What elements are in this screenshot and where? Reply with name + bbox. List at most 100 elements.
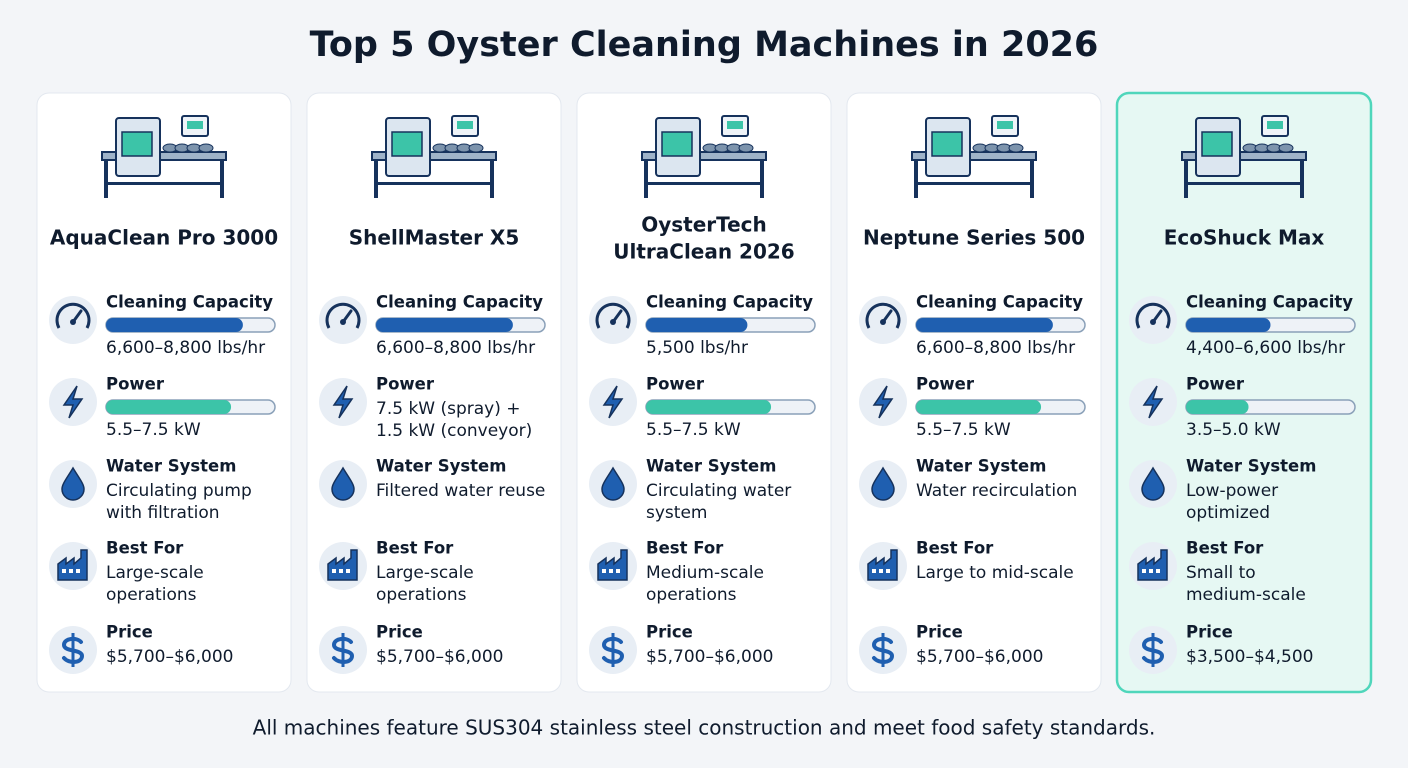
machine-part [1201, 131, 1233, 157]
machine-part [760, 160, 764, 198]
machine-part [1267, 121, 1283, 129]
spec-icon [331, 633, 355, 667]
card [1115, 91, 1373, 694]
meter-fill [106, 400, 232, 414]
spec-value: 5.5–7.5 kW [106, 420, 201, 440]
spec-label: Best For [646, 539, 724, 558]
spec-label: Water System [106, 457, 236, 476]
machine-part [101, 151, 227, 161]
spec-label: Price [1186, 623, 1233, 642]
machine-part [121, 131, 153, 157]
machine-name: AquaClean Pro 3000 [50, 226, 278, 250]
machine-part [374, 160, 378, 198]
machine-part [1181, 151, 1307, 161]
machine-part [997, 121, 1013, 129]
spec-value: $5,700–$6,000 [916, 647, 1043, 667]
icon-shape [69, 569, 73, 573]
meter-fill [376, 318, 513, 332]
meter-fill [646, 318, 748, 332]
spec-label: Price [376, 623, 423, 642]
icon-shape [62, 569, 66, 573]
spec-label: Water System [376, 457, 506, 476]
footer: All machines feature SUS304 stainless st… [253, 716, 1156, 740]
spec-icon [595, 302, 631, 329]
icon-shape [872, 385, 894, 419]
spec-icon [867, 549, 898, 581]
spec-label: Power [1186, 375, 1245, 394]
meter-fill [916, 400, 1042, 414]
machine-part [727, 121, 743, 129]
spec-value: $5,700–$6,000 [106, 647, 233, 667]
spec-value: 1.5 kW (conveyor) [376, 421, 532, 441]
meter-fill [1186, 318, 1271, 332]
spec-value: 5.5–7.5 kW [646, 420, 741, 440]
icon-shape [346, 569, 350, 573]
spec-label: Cleaning Capacity [646, 293, 813, 312]
spec-value: Low-power [1186, 481, 1278, 501]
machine-part [457, 121, 473, 129]
spec-icon [865, 302, 901, 329]
machine-part [220, 160, 224, 198]
meter-fill [646, 400, 772, 414]
spec-value: Medium-scale [646, 563, 764, 583]
icon-shape [602, 569, 606, 573]
machine-illustration [101, 115, 227, 198]
spec-value: system [646, 503, 707, 523]
spec-icon [601, 633, 625, 667]
spec-label: Water System [646, 457, 776, 476]
spec-value: 6,600–8,800 lbs/hr [916, 338, 1075, 358]
icon-shape [325, 302, 361, 329]
machine-part [1300, 160, 1304, 198]
spec-icon [872, 385, 894, 419]
machine-part [1184, 182, 1304, 185]
machine-part [198, 143, 214, 153]
card [306, 92, 562, 693]
spec-value: 3.5–5.0 kW [1186, 420, 1281, 440]
spec-value: Circulating pump [106, 481, 252, 501]
machine-part [490, 160, 494, 198]
machine-part [104, 160, 108, 198]
machine-part [644, 182, 764, 185]
machine-part [911, 151, 1037, 161]
spec-label: Cleaning Capacity [106, 293, 273, 312]
icon-shape [616, 569, 620, 573]
machine-illustration [641, 115, 767, 198]
icon-shape [886, 569, 890, 573]
machine-part [641, 151, 767, 161]
icon-shape [70, 319, 76, 325]
card [576, 92, 832, 693]
spec-label: Best For [376, 539, 454, 558]
spec-icon [597, 549, 628, 581]
machine-name: Neptune Series 500 [863, 226, 1085, 250]
machine-name: ShellMaster X5 [349, 226, 520, 250]
spec-label: Best For [916, 539, 994, 558]
card [36, 92, 292, 693]
spec-value: 5.5–7.5 kW [916, 420, 1011, 440]
spec-value: $5,700–$6,000 [646, 647, 773, 667]
spec-label: Price [646, 623, 693, 642]
icon-shape [879, 569, 883, 573]
spec-value: 6,600–8,800 lbs/hr [376, 338, 535, 358]
spec-value: $5,700–$6,000 [376, 647, 503, 667]
machine-part [1008, 143, 1024, 153]
spec-icon [57, 549, 88, 581]
icon-shape [872, 569, 876, 573]
spec-label: Price [106, 623, 153, 642]
icon-shape [1141, 466, 1165, 501]
icon-shape [609, 569, 613, 573]
icon-shape [1135, 302, 1171, 329]
spec-value: $3,500–$4,500 [1186, 647, 1313, 667]
machine-part [1030, 160, 1034, 198]
icon-shape [1142, 385, 1164, 419]
spec-value: 5,500 lbs/hr [646, 338, 748, 358]
spec-value: 6,600–8,800 lbs/hr [106, 338, 265, 358]
spec-value: operations [106, 585, 197, 605]
machine-name: EcoShuck Max [1164, 226, 1325, 250]
machine-part [468, 143, 484, 153]
spec-label: Cleaning Capacity [916, 293, 1083, 312]
spec-value: 4,400–6,600 lbs/hr [1186, 338, 1345, 358]
spec-label: Price [916, 623, 963, 642]
spec-icon [1135, 302, 1171, 329]
spec-value: Small to [1186, 563, 1256, 583]
